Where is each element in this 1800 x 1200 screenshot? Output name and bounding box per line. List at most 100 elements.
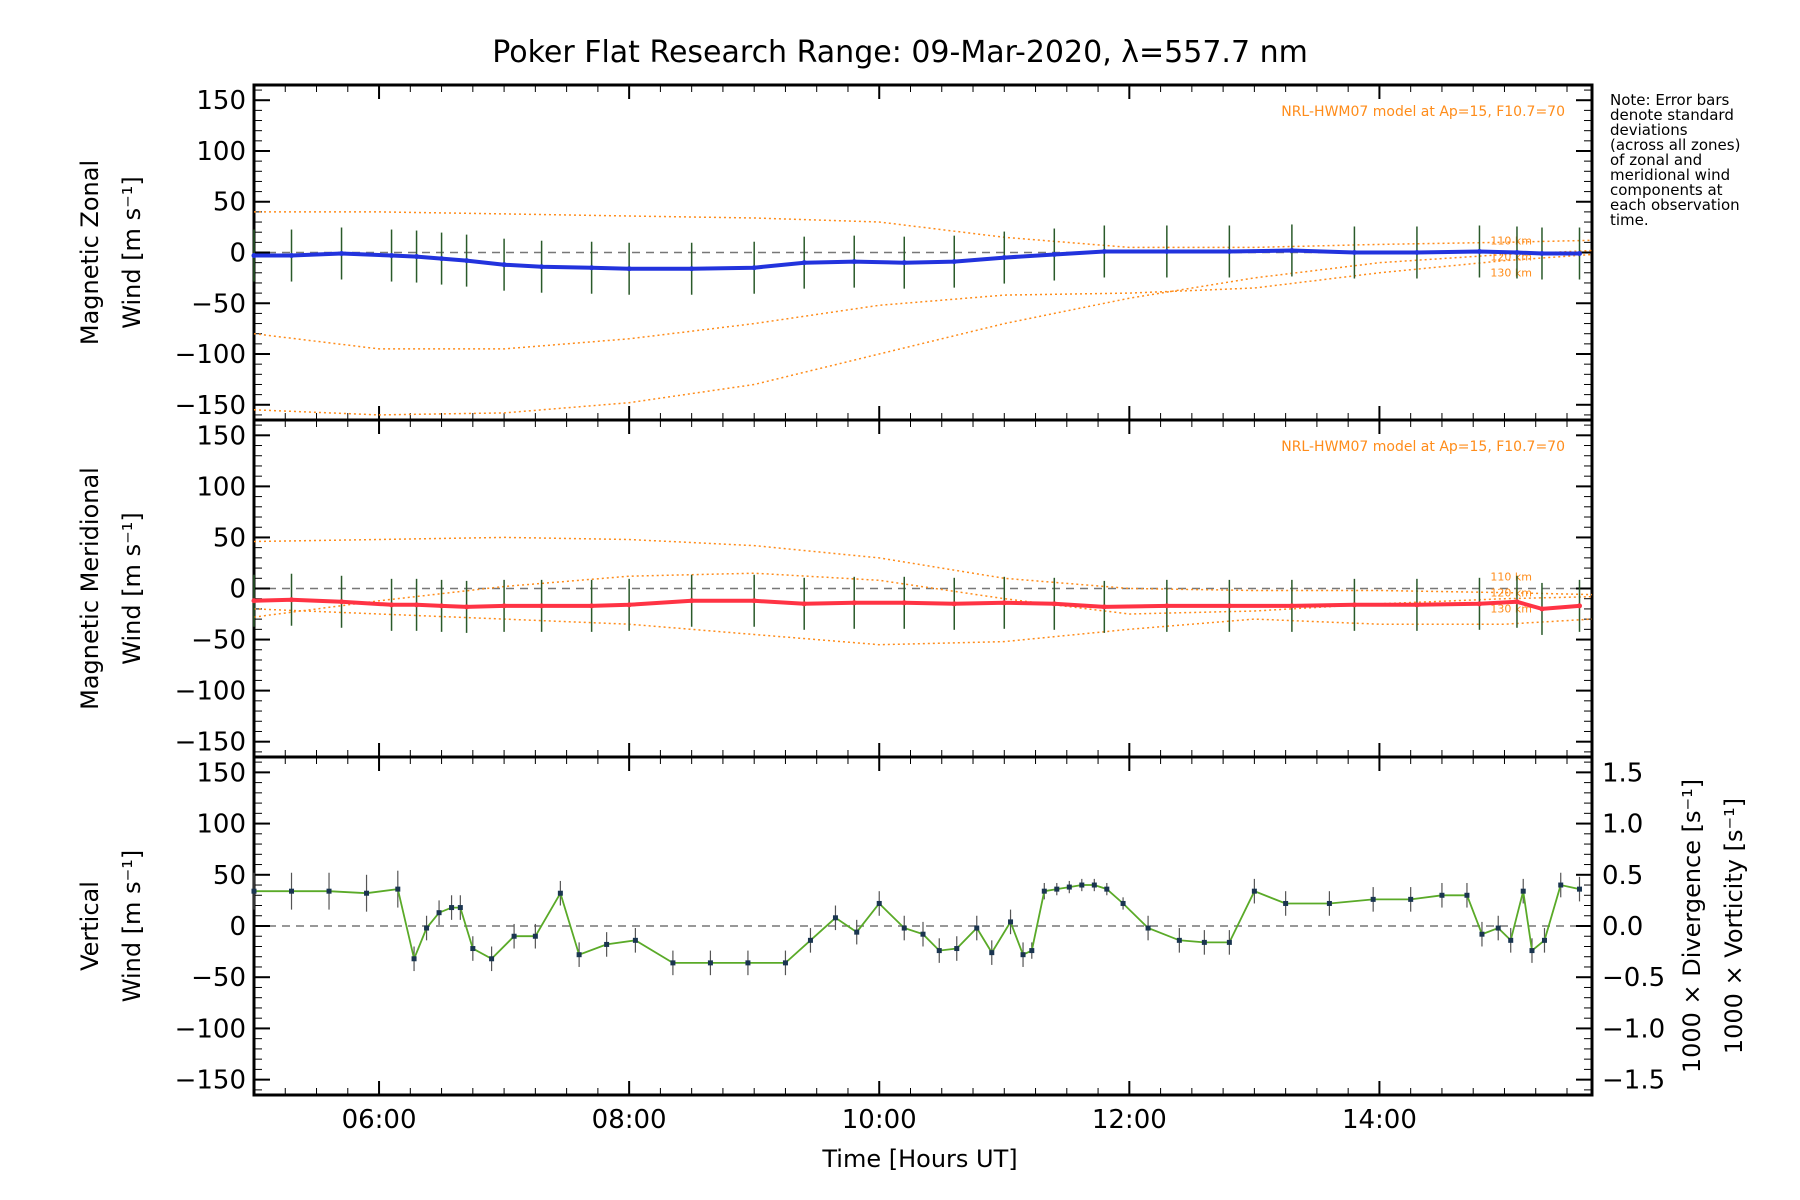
zonal-wind-point: [414, 254, 420, 260]
vertical-wind-line: [254, 883, 1580, 964]
zonal-wind-point: [1164, 248, 1170, 254]
zonal-wind-point: [1576, 251, 1582, 257]
vertical-wind-point: [1408, 896, 1414, 902]
zonal-wind-point: [439, 256, 445, 262]
vertical-wind-point: [707, 960, 713, 966]
y-axis-title-line2: Wind [m s⁻¹]: [118, 512, 146, 664]
right-y-tick-label: −1.5: [1602, 1066, 1665, 1096]
vertical-wind-point: [489, 956, 495, 962]
meridional-wind-point: [951, 601, 957, 607]
vertical-wind-point: [1439, 892, 1445, 898]
zonal-wind-point: [1539, 251, 1545, 257]
meridional-wind-point: [289, 597, 295, 603]
zonal-wind-point: [851, 259, 857, 265]
meridional-wind-point: [339, 599, 345, 605]
vertical-wind-point: [1201, 939, 1207, 945]
vertical-wind-point: [832, 915, 838, 921]
y-tick-label: −150: [175, 391, 246, 421]
vertical-wind-point: [395, 886, 401, 892]
meridional-wind-point: [439, 603, 445, 609]
altitude-label-1: 110 km: [1490, 235, 1532, 248]
x-tick-label: 08:00: [592, 1105, 667, 1135]
y-tick-label: 50: [213, 861, 246, 891]
x-axis-title: Time [Hours UT]: [821, 1145, 1017, 1173]
vertical-wind-point: [364, 890, 370, 896]
x-tick-label: 06:00: [342, 1105, 417, 1135]
vertical-wind-point: [1079, 882, 1085, 888]
vertical-wind-point: [920, 931, 926, 937]
y-tick-label: −50: [191, 963, 246, 993]
altitude-label-1: 110 km: [1490, 571, 1532, 584]
vertical-wind-point: [289, 888, 295, 894]
meridional-wind-point: [1514, 599, 1520, 605]
note-line: deviations: [1610, 121, 1688, 139]
y-axis-title-line1: Magnetic Zonal: [76, 160, 104, 345]
vertical-wind-point: [807, 937, 813, 943]
zonal-wind-point: [951, 259, 957, 265]
zonal-wind-point: [389, 253, 395, 259]
zonal-wind-point: [801, 260, 807, 266]
right-y-tick-label: −1.0: [1602, 1014, 1665, 1044]
meridional-wind-point: [1476, 601, 1482, 607]
zonal-wind-point: [1051, 252, 1057, 258]
y-axis-title-line1: Vertical: [76, 881, 104, 971]
zonal-wind-point: [1514, 250, 1520, 255]
zonal-wind-panel: 150 100 50 0 −50 −100 −150 Magnetic Zonal Wind […: [76, 83, 1594, 422]
vertical-wind-point: [1066, 884, 1072, 890]
y-tick-label: −150: [175, 728, 246, 758]
vertical-wind-point: [1464, 892, 1470, 898]
model-curve-120-km: [253, 253, 1593, 350]
vertical-wind-point: [876, 900, 882, 906]
meridional-wind-point: [1414, 602, 1420, 608]
vertical-wind-point: [670, 960, 676, 966]
note-line: meridional wind: [1610, 166, 1730, 184]
x-tick-label: 14:00: [1342, 1105, 1417, 1135]
meridional-wind-point: [251, 598, 257, 604]
meridional-wind-point: [589, 603, 595, 609]
y-tick-label: 50: [213, 188, 246, 218]
y-tick-label: −150: [175, 1066, 246, 1096]
vertical-wind-point: [1176, 937, 1182, 943]
meridional-wind-point: [1576, 603, 1582, 609]
y-axis-title-line1: Magnetic Meridional: [76, 467, 104, 710]
zonal-wind-point: [1476, 248, 1482, 254]
model-label: NRL-HWM07 model at Ap=15, F10.7=70: [1281, 104, 1565, 120]
vertical-wind-point: [1576, 886, 1582, 892]
y-tick-label: −100: [175, 1014, 246, 1044]
zonal-wind-point: [626, 266, 632, 272]
vertical-wind-point: [1091, 882, 1097, 888]
vertical-wind-point: [424, 925, 430, 931]
vertical-wind-point: [1558, 882, 1564, 888]
meridional-wind-line: [253, 597, 1580, 611]
vertical-wind-point: [1508, 937, 1514, 943]
zonal-wind-point: [1226, 248, 1232, 254]
meridional-wind-point: [1226, 603, 1232, 609]
vertical-wind-point: [974, 925, 980, 931]
vertical-wind-point: [1041, 888, 1047, 894]
y-tick-label: 150: [196, 421, 246, 451]
vertical-wind-point: [1104, 886, 1110, 892]
zonal-wind-point: [251, 253, 257, 259]
vertical-wind-point: [1529, 948, 1535, 954]
vertical-wind-point: [604, 941, 610, 947]
note-line: components at: [1610, 181, 1723, 199]
vertical-wind-point: [1520, 888, 1526, 894]
note-line: each observation: [1610, 196, 1740, 214]
y-tick-label: 100: [196, 137, 246, 167]
vertical-wind-point: [989, 950, 995, 956]
vertical-wind-point: [449, 905, 455, 911]
y-tick-label: 150: [196, 758, 246, 788]
right-y-tick-label: 1.0: [1602, 810, 1643, 840]
vertical-wind-point: [1145, 925, 1151, 931]
vertical-wind-point: [251, 888, 257, 894]
y-axis-title-line2: Wind [m s⁻¹]: [118, 176, 146, 328]
zonal-wind-point: [751, 265, 757, 271]
meridional-wind-point: [1164, 603, 1170, 609]
vertical-wind-point: [326, 888, 332, 894]
meridional-wind-point: [689, 598, 695, 604]
y-tick-label: 50: [213, 523, 246, 553]
zonal-wind-point: [1001, 255, 1007, 261]
right-y-tick-label: 0.5: [1602, 861, 1643, 891]
vertical-wind-point: [1541, 937, 1547, 943]
